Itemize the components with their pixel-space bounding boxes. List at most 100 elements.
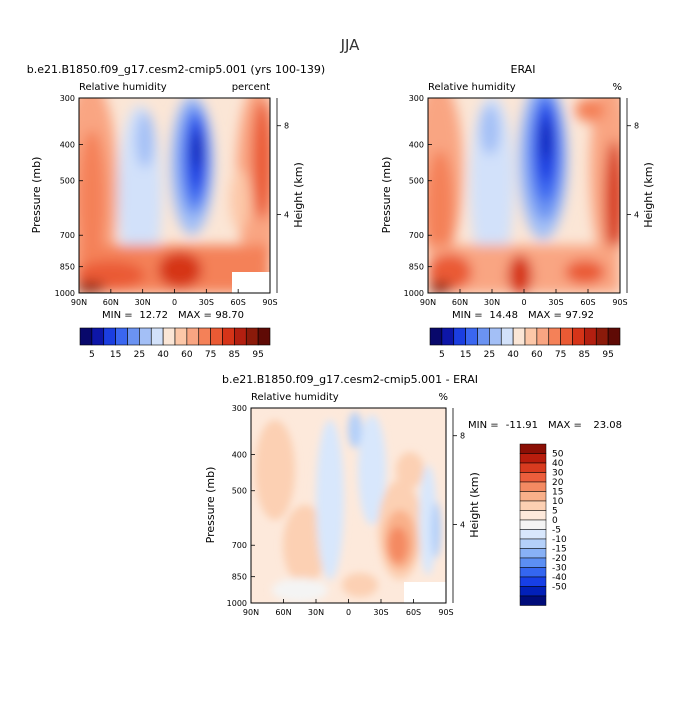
colorbar-label: 5 bbox=[89, 350, 95, 360]
colorbar-swatch bbox=[441, 327, 455, 346]
x-tick-label: 30S bbox=[199, 298, 214, 307]
panel-obs: ERAI Relative humidity % bbox=[380, 63, 655, 360]
panel-difference-ticks: 90N 60N 30N 0 30S 60S 90S 300 400 500 700 850 1000 8 4 bbox=[227, 404, 465, 617]
colorbar-swatch bbox=[607, 327, 621, 346]
panel-model-max-label: MAX = bbox=[178, 310, 212, 321]
colorbar-swatch bbox=[465, 327, 478, 346]
x-tick-label: 60N bbox=[452, 298, 468, 307]
x-tick-label: 0 bbox=[172, 298, 177, 307]
panel-model-title: b.e21.B1850.f09_g17.cesm2-cmip5.001 (yrs… bbox=[27, 63, 325, 76]
colorbar-swatch bbox=[512, 327, 526, 346]
panel-model-left-label: Relative humidity bbox=[79, 82, 167, 93]
panel-model-max: 98.70 bbox=[215, 310, 244, 321]
colorbar-label: 15 bbox=[552, 488, 563, 498]
colorbar-label: 75 bbox=[555, 350, 566, 360]
panel-model-right-label: percent bbox=[232, 82, 270, 93]
colorbar-swatch bbox=[91, 327, 105, 346]
colorbar-swatch bbox=[186, 327, 200, 346]
panel-model-contours bbox=[79, 98, 270, 293]
colorbar-swatch bbox=[174, 327, 188, 346]
panel-obs-ticks: 90N 60N 30N 0 30S 60S 90S 300 400 500 700 850 1000 8 4 bbox=[404, 94, 639, 307]
panel-difference-max-label: MAX = bbox=[548, 420, 582, 431]
x-tick-label: 90S bbox=[612, 298, 627, 307]
colorbar-label: 40 bbox=[507, 350, 519, 360]
x-tick-label: 30N bbox=[484, 298, 500, 307]
colorbar-label: 0 bbox=[552, 516, 558, 526]
colorbar-label: 10 bbox=[552, 497, 564, 507]
y-tick-label: 700 bbox=[232, 541, 247, 550]
x-tick-label: 60N bbox=[103, 298, 119, 307]
panel-obs-max: 97.92 bbox=[565, 310, 594, 321]
height-tick-label: 8 bbox=[284, 122, 289, 131]
y-tick-label: 850 bbox=[60, 263, 75, 272]
y-tick-label: 300 bbox=[409, 94, 424, 103]
y-tick-label: 700 bbox=[409, 231, 424, 240]
colorbar-swatch bbox=[234, 327, 247, 346]
colorbar-label: -5 bbox=[552, 526, 561, 536]
colorbar-swatch bbox=[79, 327, 93, 346]
x-tick-label: 90S bbox=[438, 608, 453, 617]
colorbar-swatch bbox=[560, 327, 573, 346]
panel-obs-ylabel: Pressure (mb) bbox=[380, 157, 393, 234]
y-tick-label: 850 bbox=[232, 573, 247, 582]
y-tick-label: 500 bbox=[232, 487, 247, 496]
colorbar-label: 60 bbox=[181, 350, 193, 360]
x-tick-label: 60S bbox=[580, 298, 595, 307]
colorbar-swatch bbox=[519, 557, 547, 568]
y-tick-label: 500 bbox=[60, 177, 75, 186]
colorbar-label: -15 bbox=[552, 545, 567, 555]
panel-difference-ylabel: Pressure (mb) bbox=[204, 467, 217, 544]
x-tick-label: 30S bbox=[548, 298, 563, 307]
height-tick-label: 8 bbox=[460, 432, 465, 441]
colorbar-label: 95 bbox=[602, 350, 613, 360]
colorbar-swatch bbox=[519, 453, 547, 464]
panel-obs-min: 14.48 bbox=[489, 310, 518, 321]
colorbar-label: 95 bbox=[252, 350, 263, 360]
panel-difference-contours bbox=[251, 408, 446, 603]
colorbar-label: 40 bbox=[552, 459, 564, 469]
x-tick-label: 30N bbox=[308, 608, 324, 617]
panel-model-ticks: 90N 60N 30N 0 30S 60S 90S 300 400 500 700 850 1000 8 4 bbox=[55, 94, 289, 307]
colorbar-label: 50 bbox=[552, 450, 564, 460]
height-tick-label: 4 bbox=[460, 521, 465, 530]
panel-obs-max-label: MAX = bbox=[528, 310, 562, 321]
panel-difference-max: 23.08 bbox=[593, 420, 622, 431]
colorbar-label: -20 bbox=[552, 554, 567, 564]
colorbar-label: 30 bbox=[552, 469, 564, 479]
colorbar-label: 20 bbox=[552, 478, 564, 488]
colorbar-swatch bbox=[519, 567, 547, 578]
colorbar-swatch bbox=[519, 576, 547, 587]
x-tick-label: 30N bbox=[135, 298, 151, 307]
colorbar-swatch bbox=[115, 327, 128, 346]
y-tick-label: 700 bbox=[60, 231, 75, 240]
x-tick-label: 90N bbox=[243, 608, 259, 617]
height-tick-label: 4 bbox=[284, 211, 289, 220]
colorbar-label: -10 bbox=[552, 535, 567, 545]
panel-obs-left-label: Relative humidity bbox=[428, 82, 516, 93]
colorbar-swatch bbox=[519, 443, 547, 454]
colorbar-swatch bbox=[453, 327, 466, 346]
panel-model-ylabel: Pressure (mb) bbox=[30, 157, 43, 234]
colorbar-swatch bbox=[519, 491, 547, 502]
colorbar-swatch bbox=[519, 519, 547, 530]
colorbar-swatch bbox=[519, 595, 547, 606]
panel-difference-right-label: % bbox=[438, 392, 448, 403]
colorbar-swatch bbox=[210, 327, 223, 346]
colorbar-label: 5 bbox=[552, 507, 558, 517]
y-tick-label: 850 bbox=[409, 263, 424, 272]
y-tick-label: 400 bbox=[60, 141, 75, 150]
panel-difference-min: -11.91 bbox=[506, 420, 538, 431]
colorbar-swatch bbox=[103, 327, 116, 346]
colorbar-swatch bbox=[257, 327, 271, 346]
colorbar-swatch bbox=[519, 510, 547, 521]
colorbar-label: 15 bbox=[460, 350, 471, 360]
height-tick-label: 4 bbox=[634, 211, 639, 220]
panel-difference-ylabel-right: Height (km) bbox=[468, 472, 481, 538]
y-tick-label: 400 bbox=[409, 141, 424, 150]
x-tick-label: 90N bbox=[71, 298, 87, 307]
x-tick-label: 0 bbox=[521, 298, 526, 307]
colorbar-label: 60 bbox=[531, 350, 543, 360]
panel-difference-left-label: Relative humidity bbox=[251, 392, 339, 403]
